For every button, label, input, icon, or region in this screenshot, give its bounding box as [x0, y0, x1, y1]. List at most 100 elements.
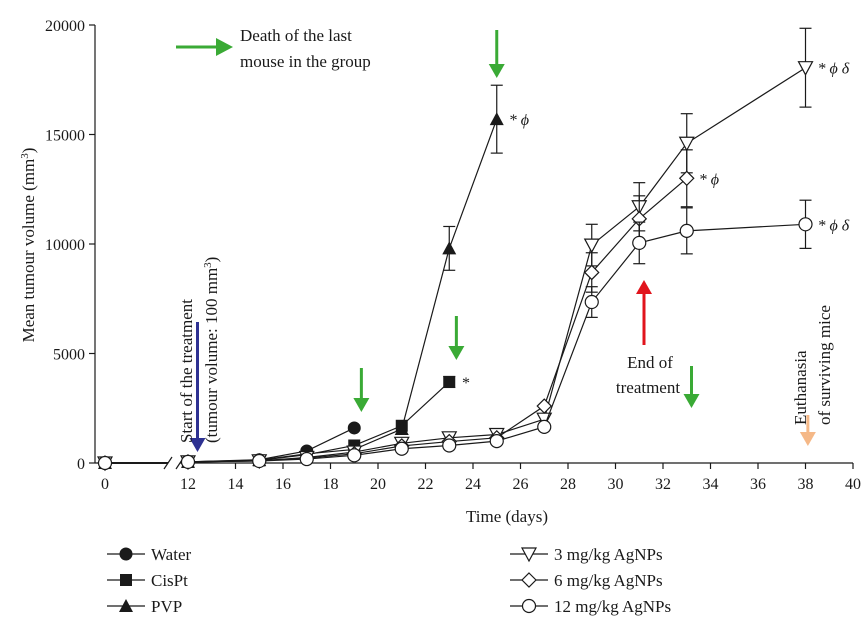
legend-label: PVP	[151, 597, 182, 616]
data-point	[797, 61, 814, 76]
data-point	[536, 398, 553, 414]
data-point	[678, 136, 695, 152]
x-tick-label: 0	[101, 476, 109, 493]
arrow-head	[189, 438, 206, 452]
death-legend-arrow	[176, 38, 233, 56]
legend-item-cispt: CisPt	[107, 571, 188, 590]
arrow-head	[216, 38, 233, 56]
x-tick-label: 18	[323, 476, 339, 493]
arrow-head	[488, 64, 505, 78]
death-legend-text-line2: mouse in the group	[240, 52, 371, 71]
legend-item-3-mg-kg-agnps: 3 mg/kg AgNPs	[510, 545, 663, 564]
end-treatment-arrow	[636, 280, 652, 345]
legend-label: 6 mg/kg AgNPs	[554, 571, 663, 590]
start-treatment-text-line1: Start of the treatment	[177, 299, 196, 443]
y-tick-label: 15000	[45, 128, 85, 145]
data-point	[442, 438, 457, 453]
death-arrow	[488, 30, 505, 78]
series-12-mg-kg-agnps: * ϕ δ	[97, 199, 850, 471]
euthanasia-arrow	[799, 415, 816, 446]
data-point	[442, 241, 457, 255]
data-point	[299, 451, 314, 467]
data-point	[583, 238, 600, 254]
data-point	[584, 294, 599, 310]
start-treatment-arrow	[189, 322, 206, 452]
series-line	[187, 223, 806, 463]
significance-label: *	[461, 375, 469, 392]
x-tick-label: 32	[655, 476, 671, 493]
euthanasia-text-line2: of surviving mice	[815, 305, 834, 425]
arrow-head	[636, 280, 652, 294]
data-point	[632, 235, 647, 251]
significance-label: * ϕ δ	[818, 217, 850, 234]
legend-marker	[520, 547, 538, 563]
arrow-head	[799, 432, 816, 446]
x-tick-label: 12	[180, 476, 196, 493]
series-pvp: * ϕ	[98, 84, 529, 469]
legend-item-6-mg-kg-agnps: 6 mg/kg AgNPs	[510, 571, 663, 590]
legend-item-water: Water	[107, 545, 191, 564]
legend-marker	[521, 572, 537, 588]
start-treatment-text-line2: (tumour volume: 100 mm3)	[202, 257, 221, 443]
euthanasia-text-line1: Euthanasia	[791, 350, 810, 425]
legend-marker	[119, 547, 133, 561]
significance-label: * ϕ	[699, 171, 719, 188]
data-point	[394, 422, 409, 436]
data-point	[678, 170, 695, 187]
x-axis-title: Time (days)	[466, 507, 548, 526]
arrow-head	[353, 398, 370, 412]
x-tick-label: 30	[608, 476, 624, 493]
legend-label: CisPt	[151, 571, 188, 590]
x-tick-label: 22	[418, 476, 434, 493]
legend-item-pvp: PVP	[107, 597, 182, 616]
y-tick-label: 5000	[53, 347, 85, 364]
data-point	[443, 375, 456, 388]
legend-label: 12 mg/kg AgNPs	[554, 597, 671, 616]
y-axis-title: Mean tumour volume (mm3)	[19, 148, 38, 343]
x-tick-label: 34	[703, 476, 719, 493]
death-arrow	[353, 368, 370, 412]
significance-label: * ϕ δ	[818, 61, 850, 78]
legend: Water CisPt PVP 3 mg/kg AgNPs 6 mg/kg AgNPs 1…	[107, 545, 671, 616]
y-tick-label: 10000	[45, 237, 85, 254]
x-tick-label: 28	[560, 476, 576, 493]
x-tick-label: 16	[275, 476, 291, 493]
data-point	[489, 112, 504, 126]
data-point	[537, 419, 552, 434]
data-point	[252, 453, 267, 469]
x-tick-label: 14	[228, 476, 244, 493]
data-point	[394, 441, 409, 456]
end-treatment-text-line2: treatment	[616, 378, 680, 397]
axis-ticks: 0 5000 10000 15000 20000 0 12 14 16 18 20 22 24 26 28 3…	[45, 18, 861, 493]
x-tick-label: 36	[750, 476, 766, 493]
data-point	[489, 434, 504, 449]
x-tick-label: 38	[798, 476, 814, 493]
death-arrow	[448, 316, 465, 360]
legend-marker	[120, 574, 132, 586]
series-line	[187, 118, 498, 463]
legend-item-12-mg-kg-agnps: 12 mg/kg AgNPs	[510, 597, 671, 616]
data-point	[180, 454, 196, 470]
data-point	[97, 455, 113, 471]
legend-label: 3 mg/kg AgNPs	[554, 545, 663, 564]
x-tick-label: 24	[465, 476, 481, 493]
series-line	[187, 177, 688, 463]
end-treatment-text-line1: End of	[627, 353, 673, 372]
arrow-head	[448, 346, 465, 360]
y-tick-label: 20000	[45, 18, 85, 35]
data-point	[583, 264, 600, 281]
annotation-arrows	[176, 30, 816, 452]
x-tick-label: 40	[845, 476, 861, 493]
data-point	[679, 223, 694, 238]
data-point	[347, 448, 362, 463]
legend-label: Water	[151, 545, 191, 564]
death-legend-text-line1: Death of the last	[240, 26, 352, 45]
death-arrow	[683, 366, 700, 408]
series-line	[187, 381, 450, 463]
legend-marker	[521, 598, 537, 614]
legend-marker	[119, 599, 133, 612]
data-point	[798, 217, 813, 232]
series-layer: * * ϕ * ϕ δ * ϕ * ϕ δ	[96, 27, 850, 472]
significance-label: * ϕ	[509, 112, 529, 129]
